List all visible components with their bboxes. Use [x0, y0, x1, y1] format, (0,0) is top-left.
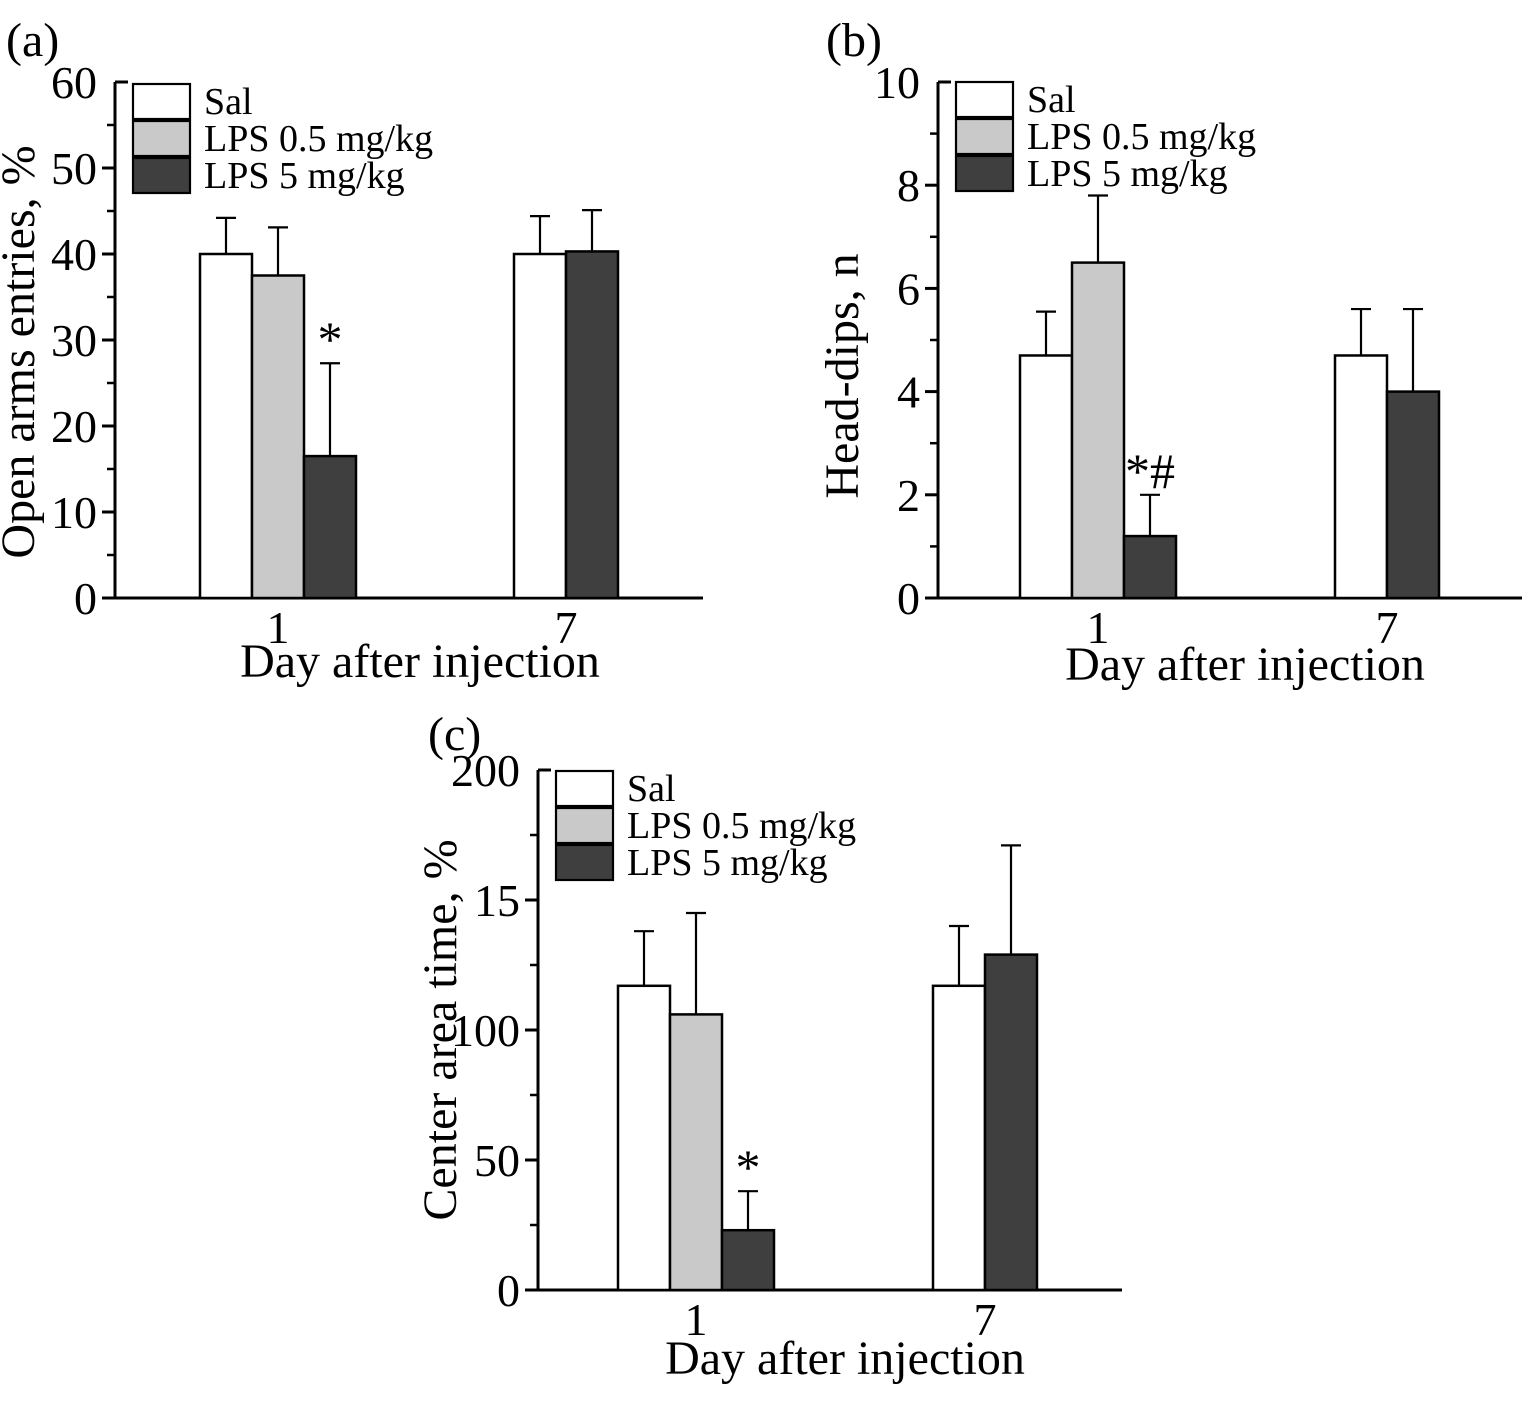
x-tick-label: 1 [685, 1294, 708, 1345]
legend-swatch [131, 156, 192, 195]
bar [1122, 534, 1178, 600]
panel-b: 0 2 4 6 8 10 Head-dips, n Day after injection (b… [816, 14, 1522, 691]
x-tick-label: 1 [267, 602, 290, 653]
legend-swatch [131, 119, 192, 158]
y-tick-label: 50 [474, 1135, 520, 1186]
y-tick-label: 10 [874, 57, 920, 108]
legend-swatch [954, 80, 1015, 119]
panel-label: (c) [428, 708, 481, 761]
bar [564, 250, 620, 600]
y-tick-label: 10 [51, 487, 97, 538]
x-axis-title: Day after injection [665, 1332, 1025, 1385]
y-tick-label: 20 [51, 401, 97, 452]
y-tick-label: 200 [451, 745, 520, 796]
y-tick-label: 60 [51, 57, 97, 108]
significance-marker: * [736, 1139, 761, 1195]
bar [198, 252, 254, 600]
y-tick-label: 2 [897, 470, 920, 521]
bar [302, 454, 358, 600]
legend-label: Sal [627, 768, 676, 810]
y-tick-label: 6 [897, 263, 920, 314]
bar [1070, 261, 1126, 600]
legend-swatch [131, 82, 192, 121]
legend-label: Sal [204, 81, 253, 123]
legend-label: LPS 5 mg/kg [1027, 153, 1228, 195]
y-tick-label: 50 [51, 143, 97, 194]
legend-swatch [554, 806, 615, 845]
bar [983, 953, 1039, 1292]
x-tick-label: 7 [555, 602, 578, 653]
y-tick-label: 100 [451, 1005, 520, 1056]
x-tick-label: 1 [1087, 602, 1110, 653]
panel-label: (b) [826, 14, 882, 67]
bar [720, 1228, 776, 1292]
bar [250, 274, 306, 600]
y-tick-label: 8 [897, 160, 920, 211]
legend-swatch [554, 843, 615, 882]
legend-label: LPS 5 mg/kg [204, 155, 405, 197]
bar [1018, 354, 1074, 600]
y-tick-label: 40 [51, 229, 97, 280]
legend-label: LPS 5 mg/kg [627, 842, 828, 884]
panel-c: 0 50 100 15 200 Center area time, % Day after … [414, 708, 1122, 1385]
y-axis-title: Head-dips, n [816, 253, 869, 498]
x-axis-title: Day after injection [240, 635, 600, 688]
bar [1333, 354, 1389, 600]
legend-label: LPS 0.5 mg/kg [627, 805, 856, 847]
legend-label: Sal [1027, 79, 1076, 121]
y-tick-label: 0 [74, 573, 97, 624]
bar [668, 1013, 724, 1292]
y-tick-label: 0 [497, 1265, 520, 1316]
legend-swatch [554, 769, 615, 808]
legend-swatch [954, 117, 1015, 156]
bar [931, 984, 987, 1292]
legend-label: LPS 0.5 mg/kg [204, 118, 433, 160]
legend-label: LPS 0.5 mg/kg [1027, 116, 1256, 158]
panel-label: (a) [6, 14, 59, 67]
y-tick-label: 15 [474, 875, 520, 926]
significance-marker: * [318, 311, 343, 367]
x-tick-label: 7 [974, 1294, 997, 1345]
bar [1385, 390, 1441, 600]
y-tick-label: 30 [51, 315, 97, 366]
y-axis-title: Open arms entries, % [0, 145, 45, 558]
bar [616, 984, 672, 1292]
bar [512, 252, 568, 600]
significance-marker: *# [1125, 443, 1175, 499]
legend-swatch [954, 154, 1015, 193]
x-tick-label: 7 [1376, 602, 1399, 653]
y-tick-label: 0 [897, 573, 920, 624]
y-tick-label: 4 [897, 367, 920, 418]
x-axis-title: Day after injection [1065, 638, 1425, 691]
y-axis-title: Center area time, % [414, 839, 467, 1220]
